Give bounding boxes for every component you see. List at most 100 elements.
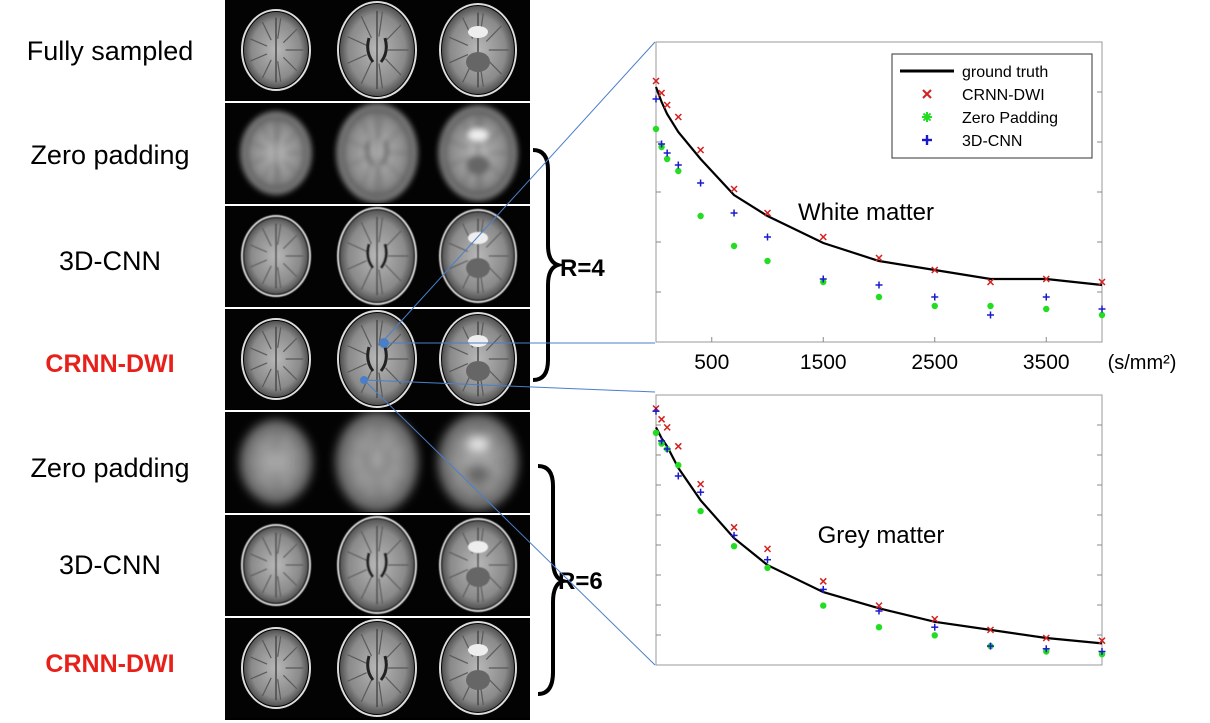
row-label-zero-padding-r4: Zero padding — [30, 140, 190, 170]
point-zero-padding — [697, 212, 704, 220]
connector-gm-lower — [363, 379, 656, 666]
brain-slice-3 — [439, 415, 517, 509]
mri-row-4 — [225, 309, 530, 409]
point-3d-cnn — [730, 209, 738, 217]
mri-row-svg — [241, 310, 517, 408]
point-3d-cnn — [663, 149, 671, 157]
brain-slice-1 — [241, 627, 311, 709]
point-crnn-dwi — [663, 101, 671, 109]
point-3d-cnn — [658, 140, 666, 148]
brain-slice-2 — [337, 104, 417, 202]
chart-grey-matter: Grey matter — [652, 394, 1106, 666]
point-crnn-dwi — [730, 523, 738, 531]
legend-swatch — [922, 112, 932, 122]
mri-row-svg — [241, 1, 517, 99]
point-3d-cnn — [730, 531, 738, 539]
row-label-fully-sampled: Fully sampled — [26, 36, 194, 66]
series-ground-truth-line — [654, 86, 1103, 287]
point-3d-cnn — [652, 407, 660, 415]
row-label-3dcnn-r4: 3D-CNN — [58, 246, 161, 276]
brain-slice-3 — [439, 106, 517, 200]
mri-row-6 — [225, 515, 530, 615]
x-axis-label: (s/mm²) — [1108, 352, 1177, 374]
point-crnn-dwi — [697, 480, 705, 488]
point-3d-cnn — [697, 488, 705, 496]
legend-label: Zero Padding — [962, 110, 1058, 127]
point-zero-padding — [764, 257, 771, 265]
point-3d-cnn — [697, 179, 705, 187]
point-zero-padding — [652, 125, 660, 133]
point-crnn-dwi — [875, 254, 883, 262]
roi-white-matter — [379, 338, 389, 348]
mri-row-2 — [225, 103, 530, 203]
point-3d-cnn — [875, 607, 883, 615]
point-crnn-dwi — [875, 602, 883, 610]
point-3d-cnn — [652, 95, 660, 103]
brain-slice-3 — [439, 312, 517, 406]
row-label-crnn-dwi-r6: CRNN-DWI — [45, 650, 175, 678]
point-3d-cnn — [1042, 293, 1050, 301]
brain-slice-1 — [241, 9, 311, 91]
row-label-crnn-dwi-r4: CRNN-DWI — [45, 350, 175, 378]
mri-row-7 — [225, 618, 530, 718]
mri-row-svg — [241, 619, 517, 717]
point-crnn-dwi — [674, 113, 682, 121]
point-3d-cnn — [987, 311, 994, 319]
point-zero-padding — [875, 293, 883, 301]
point-zero-padding — [820, 602, 827, 609]
point-3d-cnn — [674, 161, 682, 169]
chart-title: White matter — [798, 199, 934, 226]
point-crnn-dwi — [931, 266, 939, 274]
brain-slice-2 — [337, 413, 417, 511]
point-crnn-dwi — [931, 615, 939, 623]
mri-row-svg — [241, 104, 517, 202]
point-crnn-dwi — [658, 415, 666, 423]
point-zero-padding — [875, 624, 883, 631]
brain-slice-2 — [337, 1, 417, 99]
point-zero-padding — [931, 632, 938, 639]
point-crnn-dwi — [652, 77, 660, 85]
brain-slice-3 — [439, 621, 517, 715]
point-3d-cnn — [1098, 305, 1106, 313]
x-tick-label: 1500 — [800, 351, 847, 374]
point-3d-cnn — [764, 233, 771, 241]
row-label-3dcnn-r6: 3D-CNN — [58, 550, 161, 580]
point-3d-cnn — [658, 437, 666, 445]
brain-slice-3 — [439, 209, 517, 303]
point-crnn-dwi — [819, 577, 827, 585]
point-crnn-dwi — [1098, 637, 1106, 645]
legend-label: 3D-CNN — [962, 133, 1022, 150]
row-label-zero-padding-r6: Zero padding — [30, 453, 190, 483]
point-zero-padding — [1043, 305, 1050, 313]
point-zero-padding — [663, 155, 671, 163]
brain-slice-2 — [337, 516, 417, 614]
brain-slice-1 — [241, 421, 311, 503]
x-tick-label: 2500 — [911, 351, 958, 374]
group-label-r4: R=4 — [560, 255, 605, 282]
point-crnn-dwi — [1098, 278, 1106, 286]
mri-row-divider — [225, 513, 530, 515]
point-crnn-dwi — [1042, 275, 1050, 283]
point-3d-cnn — [987, 642, 994, 650]
mri-row-divider — [225, 410, 530, 412]
mri-row-5 — [225, 412, 530, 512]
connector-wm-upper — [383, 41, 656, 341]
point-crnn-dwi — [986, 626, 995, 634]
point-zero-padding — [1098, 311, 1106, 319]
mri-row-3 — [225, 206, 530, 306]
connector-gm-upper — [363, 379, 656, 393]
point-crnn-dwi — [1042, 634, 1050, 642]
brain-slice-2 — [337, 310, 417, 408]
legend-label: ground truth — [962, 64, 1048, 81]
brain-slice-3 — [439, 3, 517, 97]
point-zero-padding — [764, 564, 771, 571]
mri-row-divider — [225, 204, 530, 206]
point-zero-padding — [675, 462, 682, 469]
x-tick-label: 3500 — [1023, 351, 1070, 374]
mri-row-divider — [225, 616, 530, 618]
brain-slice-2 — [337, 619, 417, 717]
brain-slice-1 — [241, 215, 311, 297]
point-zero-padding — [730, 543, 738, 550]
point-zero-padding — [730, 242, 738, 250]
